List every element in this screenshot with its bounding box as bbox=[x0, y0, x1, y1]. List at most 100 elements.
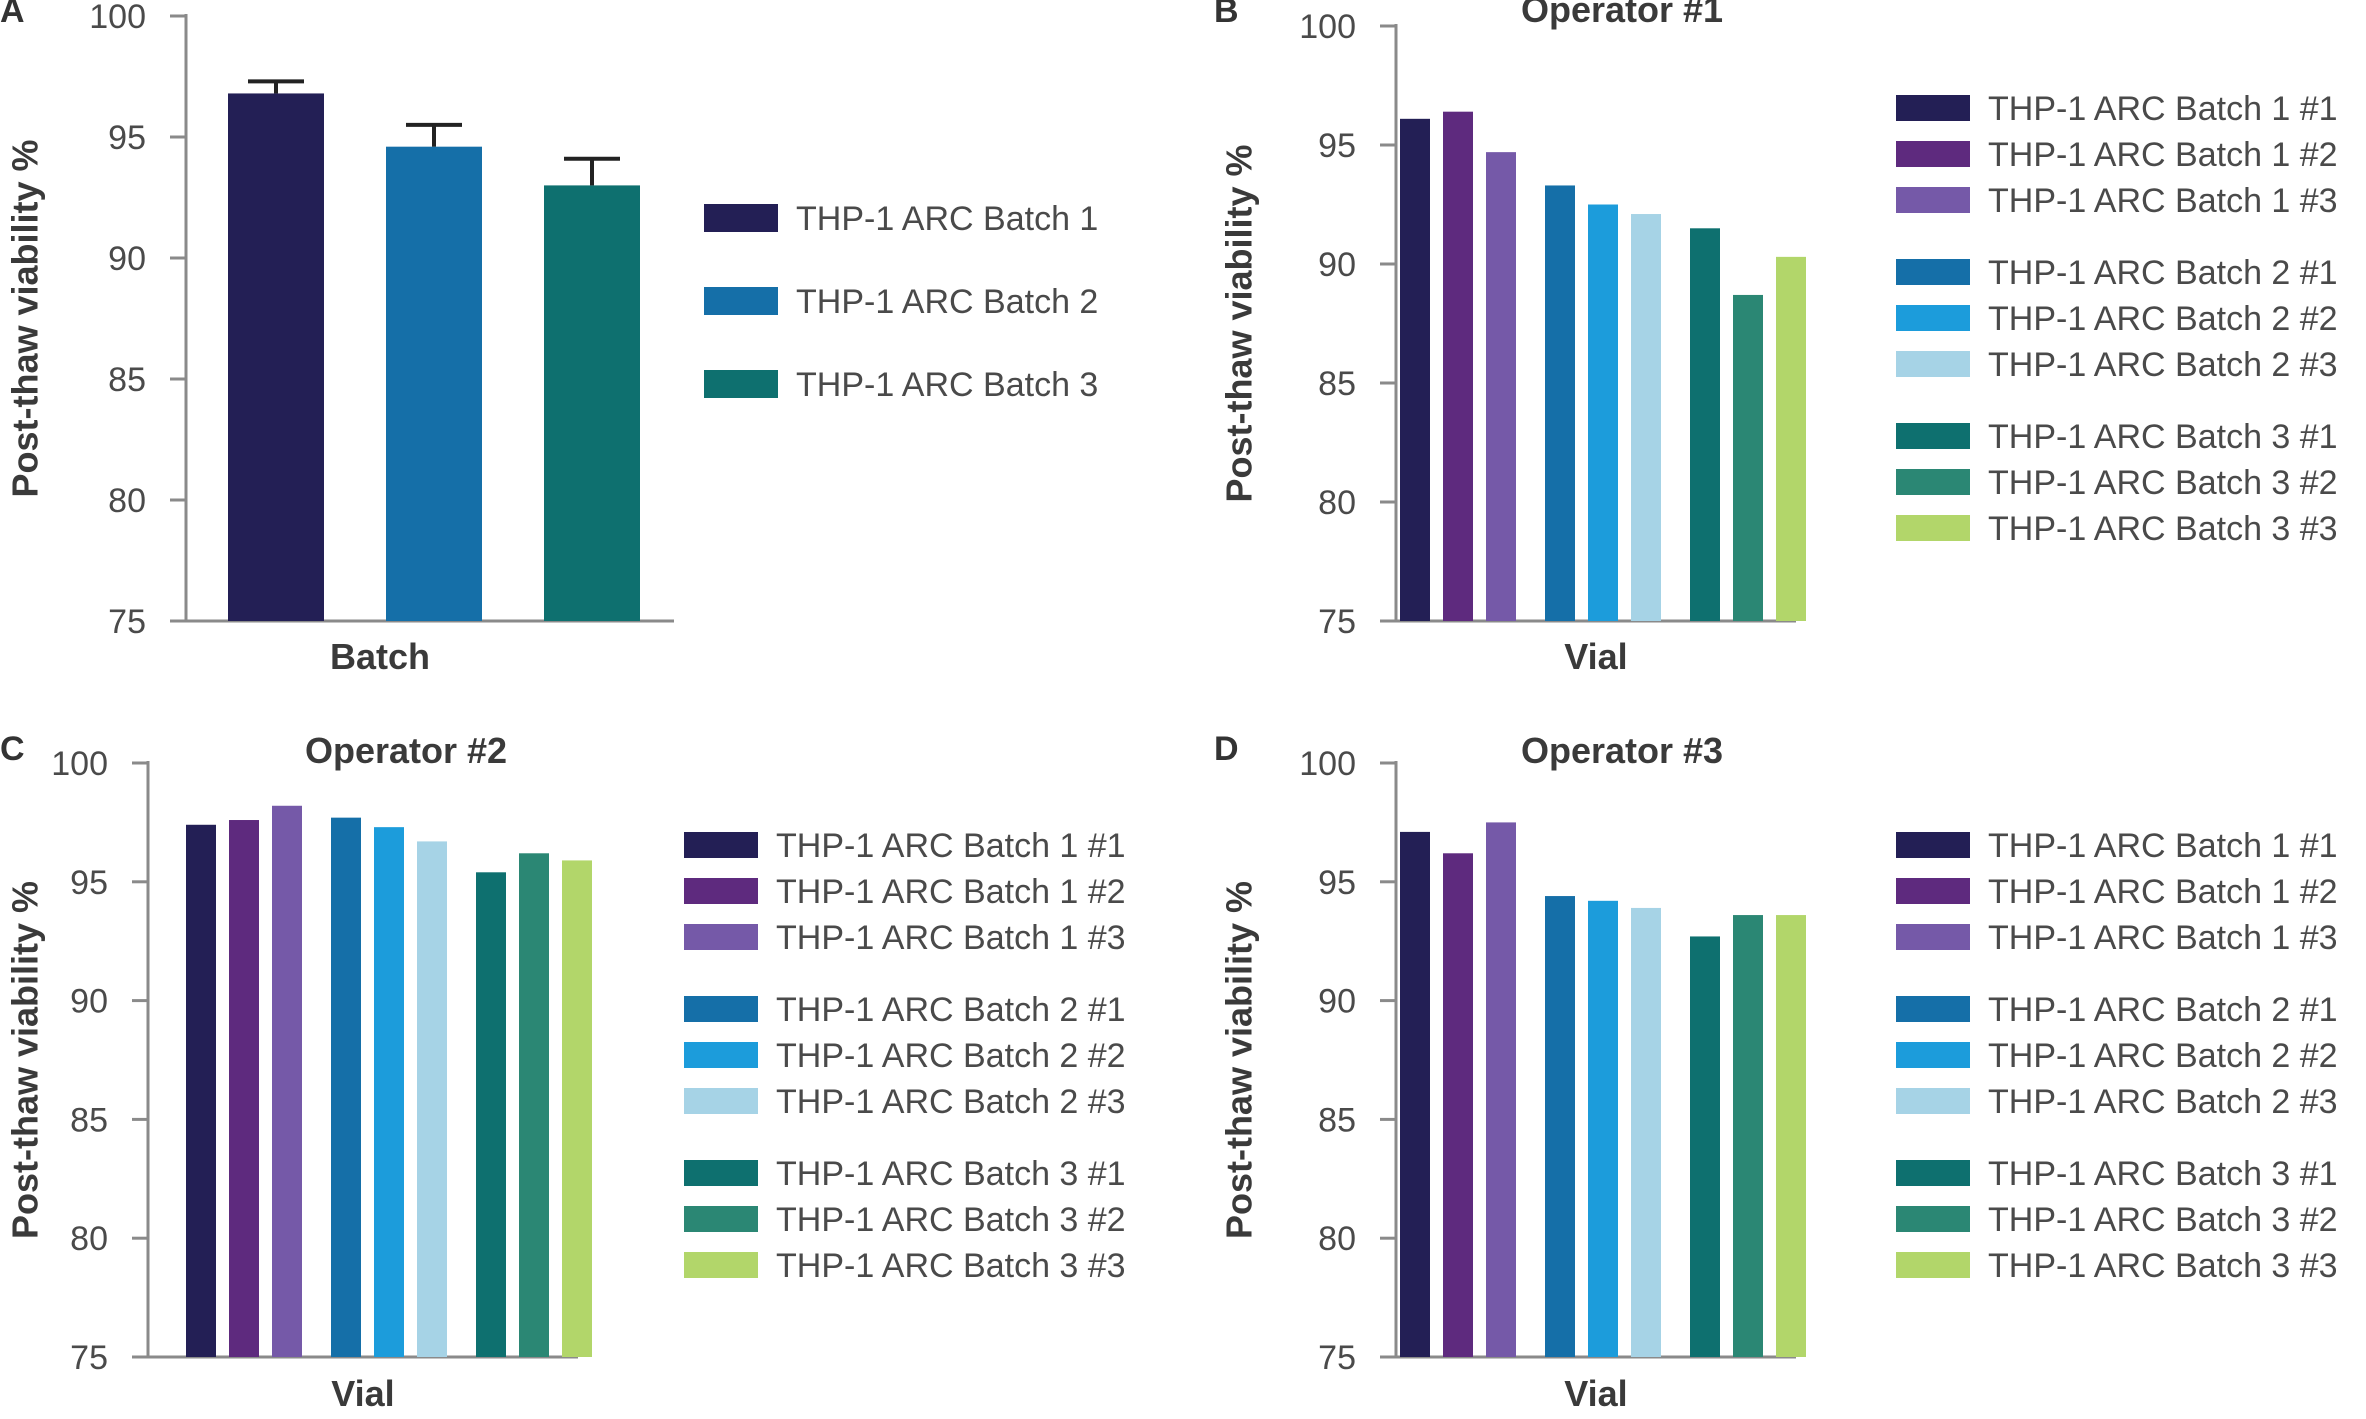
bar bbox=[1776, 915, 1806, 1357]
legend-swatch bbox=[684, 996, 758, 1022]
legend-label: THP-1 ARC Batch 2 #2 bbox=[1988, 1037, 2338, 1075]
panel-letter: C bbox=[0, 730, 25, 768]
bar bbox=[228, 93, 324, 621]
bar bbox=[1588, 900, 1618, 1357]
bar bbox=[386, 146, 482, 621]
y-axis-label: Post-thaw viability % bbox=[5, 139, 46, 497]
legend: THP-1 ARC Batch 1 #1 THP-1 ARC Batch 1 #2… bbox=[1896, 827, 2338, 1285]
legend-label: THP-1 ARC Batch 3 #2 bbox=[1988, 1201, 2338, 1239]
panel-c: C Operator #2 75 80 85 90 95 100 Post-thaw viabi… bbox=[0, 730, 1126, 1414]
legend-label: THP-1 ARC Batch 3 #1 bbox=[776, 1155, 1126, 1193]
legend-swatch bbox=[1896, 423, 1970, 449]
x-axis-label: Vial bbox=[1564, 1373, 1627, 1414]
y-tick-label: 80 bbox=[70, 1220, 108, 1258]
legend-swatch bbox=[1896, 1088, 1970, 1114]
y-tick-label: 90 bbox=[108, 240, 146, 278]
y-axis-label: Post-thaw viability % bbox=[5, 881, 46, 1239]
bar bbox=[229, 820, 259, 1357]
chart-title: Operator #1 bbox=[1521, 0, 1723, 30]
y-tick-label: 90 bbox=[1318, 246, 1356, 284]
legend-swatch bbox=[684, 832, 758, 858]
legend-swatch bbox=[684, 1252, 758, 1278]
panel-d: D Operator #3 75 80 85 90 95 100 Post-thaw viabi… bbox=[1214, 730, 2338, 1414]
bar bbox=[519, 853, 549, 1357]
legend-label: THP-1 ARC Batch 2 #2 bbox=[776, 1037, 1126, 1075]
bar bbox=[1733, 915, 1763, 1357]
legend-label: THP-1 ARC Batch 3 #1 bbox=[1988, 418, 2338, 456]
chart-title: Operator #3 bbox=[1521, 730, 1723, 771]
legend: THP-1 ARC Batch 1 #1 THP-1 ARC Batch 1 #2… bbox=[1896, 90, 2338, 548]
bar bbox=[1588, 204, 1618, 621]
legend-label: THP-1 ARC Batch 2 #1 bbox=[1988, 991, 2338, 1029]
y-tick-label: 80 bbox=[1318, 1220, 1356, 1258]
y-tick-label: 85 bbox=[70, 1101, 108, 1139]
legend-label: THP-1 ARC Batch 3 #1 bbox=[1988, 1155, 2338, 1193]
legend-swatch bbox=[704, 204, 778, 232]
y-tick-label: 80 bbox=[1318, 484, 1356, 522]
bar bbox=[1690, 228, 1720, 622]
bar bbox=[1733, 294, 1763, 621]
legend-swatch bbox=[1896, 1206, 1970, 1232]
panel-letter: D bbox=[1214, 730, 1239, 768]
y-tick-label: 95 bbox=[1318, 127, 1356, 165]
legend-swatch bbox=[1896, 924, 1970, 950]
y-tick-label: 75 bbox=[70, 1339, 108, 1377]
y-tick-label: 100 bbox=[89, 0, 146, 36]
legend-swatch bbox=[1896, 187, 1970, 213]
legend-label: THP-1 ARC Batch 1 #1 bbox=[1988, 827, 2338, 865]
y-tick-label: 75 bbox=[108, 603, 146, 641]
y-tick-label: 100 bbox=[1299, 745, 1356, 783]
legend-swatch bbox=[684, 1206, 758, 1232]
legend-swatch bbox=[1896, 1042, 1970, 1068]
legend-swatch bbox=[704, 287, 778, 315]
legend-label: THP-1 ARC Batch 3 #3 bbox=[1988, 510, 2338, 548]
bar bbox=[1690, 936, 1720, 1357]
bar bbox=[476, 872, 506, 1357]
legend-label: THP-1 ARC Batch 1 #1 bbox=[1988, 90, 2338, 128]
legend: THP-1 ARC Batch 1 THP-1 ARC Batch 2 THP-1 … bbox=[704, 200, 1098, 404]
y-tick-label: 85 bbox=[1318, 1101, 1356, 1139]
legend-swatch bbox=[1896, 141, 1970, 167]
legend-label: THP-1 ARC Batch 1 #1 bbox=[776, 827, 1126, 865]
legend-swatch bbox=[684, 924, 758, 950]
y-tick-label: 85 bbox=[108, 361, 146, 399]
bar bbox=[272, 805, 302, 1357]
y-axis-label: Post-thaw viability % bbox=[1219, 881, 1260, 1239]
panel-a: A 75 80 85 90 95 100 Post-thaw viability % Batch… bbox=[0, 0, 1098, 677]
bar bbox=[186, 824, 216, 1357]
y-tick-label: 95 bbox=[108, 119, 146, 157]
legend-swatch bbox=[684, 1042, 758, 1068]
bar bbox=[1400, 118, 1430, 621]
bar bbox=[1400, 831, 1430, 1357]
y-tick-label: 90 bbox=[70, 983, 108, 1021]
panel-letter: A bbox=[0, 0, 25, 30]
legend-swatch bbox=[1896, 1252, 1970, 1278]
legend-swatch bbox=[1896, 469, 1970, 495]
bar bbox=[374, 827, 404, 1357]
chart-title: Operator #2 bbox=[305, 730, 507, 771]
x-axis-label: Batch bbox=[330, 636, 430, 677]
legend-swatch bbox=[1896, 351, 1970, 377]
legend-swatch bbox=[1896, 1160, 1970, 1186]
legend-label: THP-1 ARC Batch 1 bbox=[796, 200, 1098, 238]
y-tick-label: 95 bbox=[1318, 864, 1356, 902]
legend-swatch bbox=[1896, 515, 1970, 541]
legend-label: THP-1 ARC Batch 2 #1 bbox=[776, 991, 1126, 1029]
y-tick-label: 100 bbox=[1299, 8, 1356, 46]
legend-label: THP-1 ARC Batch 2 #3 bbox=[776, 1083, 1126, 1121]
y-tick-label: 95 bbox=[70, 864, 108, 902]
bar bbox=[544, 185, 640, 621]
legend-swatch bbox=[1896, 996, 1970, 1022]
legend-swatch bbox=[1896, 305, 1970, 331]
legend-swatch bbox=[684, 1160, 758, 1186]
y-tick-label: 80 bbox=[108, 482, 146, 520]
legend-swatch bbox=[684, 1088, 758, 1114]
legend-label: THP-1 ARC Batch 2 #3 bbox=[1988, 1083, 2338, 1121]
legend-swatch bbox=[1896, 95, 1970, 121]
bar bbox=[562, 860, 592, 1357]
bar bbox=[1443, 853, 1473, 1357]
legend-swatch bbox=[684, 878, 758, 904]
legend: THP-1 ARC Batch 1 #1 THP-1 ARC Batch 1 #2… bbox=[684, 827, 1126, 1285]
legend-label: THP-1 ARC Batch 3 #3 bbox=[776, 1247, 1126, 1285]
